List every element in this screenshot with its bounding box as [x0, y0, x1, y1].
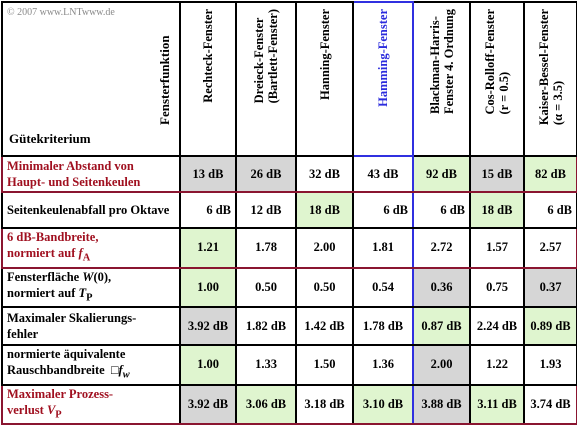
column-header-rechteck: Rechteck-Fenster [179, 1, 237, 157]
table-row: normierte äquivalente Rauschbandbreite □f… [1, 344, 577, 386]
row-label: Maximaler Prozess-verlust VP [1, 383, 181, 425]
column-header-cos-rolloff: Cos-Rolloff-Fenster (r = 0.5) [469, 1, 525, 157]
table-cell: 3.10 dB [352, 383, 414, 425]
copyright-text: © 2007 www.LNTwww.de [7, 7, 115, 18]
table-cell: 3.92 dB [179, 383, 237, 425]
table-cell: 0.50 [235, 266, 297, 308]
column-header-label: Blackman-Harris- Fenster 4. Ordnung [427, 9, 456, 114]
table-cell: 13 dB [179, 155, 237, 193]
table-row: Maximaler Skalierungs-fehler 3.92 dB 1.8… [1, 306, 577, 346]
table-cell: 1.81 [352, 227, 414, 269]
table-cell: 2.57 [523, 227, 577, 269]
table-cell: 1.78 dB [352, 306, 414, 346]
table-row: 6 dB-Bandbreite, normiert auf fA 1.21 1.7… [1, 227, 577, 269]
table-cell: 1.57 [469, 227, 525, 269]
table-cell: 1.42 dB [295, 306, 354, 346]
row-label: normierte äquivalente Rauschbandbreite □f… [1, 344, 181, 386]
row-label: Minimaler Abstand von Haupt- und Seitenk… [1, 155, 181, 193]
column-header-dreieck: Dreieck-Fenster (Bartlett-Fenster) [235, 1, 297, 157]
table-cell: 2.24 dB [469, 306, 525, 346]
column-header-label: Hamming-Fenster [376, 9, 390, 107]
row-label: Seitenkeulenabfall pro Oktave [1, 191, 181, 229]
table-cell: 0.87 dB [412, 306, 471, 346]
table-cell: 3.18 dB [295, 383, 354, 425]
table-cell: 1.00 [179, 266, 237, 308]
table-cell: 6 dB [352, 191, 414, 229]
table-cell: 3.11 dB [469, 383, 525, 425]
column-header-hanning: Hanning-Fenster [295, 1, 354, 157]
table-cell: 15 dB [469, 155, 525, 193]
column-header-label: Cos-Rolloff-Fenster (r = 0.5) [483, 9, 511, 115]
row-label: 6 dB-Bandbreite, normiert auf fA [1, 227, 181, 269]
table-cell: 1.22 [469, 344, 525, 386]
column-header-blackman-harris: Blackman-Harris- Fenster 4. Ordnung [412, 1, 471, 157]
table-cell: 3.88 dB [412, 383, 471, 425]
table-cell: 2.00 [295, 227, 354, 269]
table-cell: 26 dB [235, 155, 297, 193]
table-cell: 3.06 dB [235, 383, 297, 425]
table-cell: 3.74 dB [523, 383, 577, 425]
table-cell: 18 dB [295, 191, 354, 229]
table-cell: 0.36 [412, 266, 471, 308]
table-cell: 0.75 [469, 266, 525, 308]
table-row: Seitenkeulenabfall pro Oktave 6 dB 12 dB… [1, 191, 577, 229]
column-header-kaiser-bessel: Kaiser-Bessel-Fenster (α = 3.5) [523, 1, 577, 157]
column-axis-label: Fensterfunktion [157, 35, 172, 125]
column-header-label: Dreieck-Fenster (Bartlett-Fenster) [252, 9, 280, 104]
table-row: Minimaler Abstand von Haupt- und Seitenk… [1, 155, 577, 193]
table-cell: 12 dB [235, 191, 297, 229]
table-cell: 6 dB [412, 191, 471, 229]
table-cell: 18 dB [469, 191, 525, 229]
table-cell: 82 dB [523, 155, 577, 193]
table-cell: 1.78 [235, 227, 297, 269]
table-cell: 32 dB [295, 155, 354, 193]
table-row: Maximaler Prozess-verlust VP 3.92 dB 3.0… [1, 383, 577, 425]
table-cell: 2.72 [412, 227, 471, 269]
table-cell: 1.50 [295, 344, 354, 386]
column-header-hamming: Hamming-Fenster [352, 1, 414, 157]
row-label: Fensterfläche W(0), normiert auf TP [1, 266, 181, 308]
table-cell: 1.93 [523, 344, 577, 386]
table-cell: 6 dB [179, 191, 237, 229]
table-cell: 0.54 [352, 266, 414, 308]
table-cell: 1.82 dB [235, 306, 297, 346]
table-cell: 1.36 [352, 344, 414, 386]
table-cell: 1.21 [179, 227, 237, 269]
column-header-label: Hanning-Fenster [317, 9, 332, 100]
header-row: © 2007 www.LNTwww.de Fensterfunktion Güt… [1, 1, 577, 157]
column-header-label: Rechteck-Fenster [201, 9, 215, 103]
table-cell: 1.33 [235, 344, 297, 386]
table-cell: 3.92 dB [179, 306, 237, 346]
table-cell: 92 dB [412, 155, 471, 193]
table-cell: 0.50 [295, 266, 354, 308]
table-cell: 6 dB [523, 191, 577, 229]
table-cell: 0.89 dB [523, 306, 577, 346]
corner-header-cell: © 2007 www.LNTwww.de Fensterfunktion Güt… [1, 1, 181, 157]
table-cell: 0.37 [523, 266, 577, 308]
table-cell: 2.00 [412, 344, 471, 386]
column-header-label: Kaiser-Bessel-Fenster (α = 3.5) [536, 9, 565, 126]
row-label: Maximaler Skalierungs-fehler [1, 306, 181, 346]
table-row: Fensterfläche W(0), normiert auf TP 1.00 … [1, 266, 577, 308]
table-cell: 1.00 [179, 344, 237, 386]
table-cell: 43 dB [352, 155, 414, 193]
row-axis-label: Gütekriterium [9, 131, 91, 146]
